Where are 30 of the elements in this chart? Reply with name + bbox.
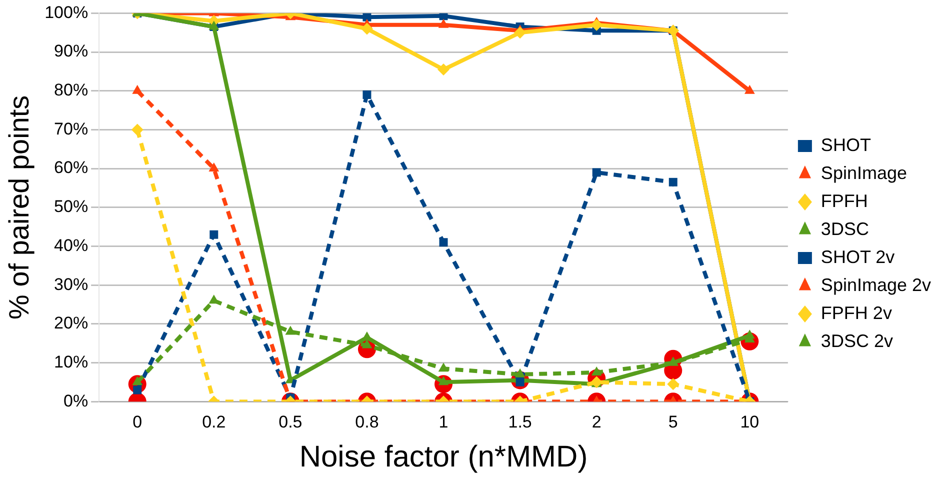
x-tick-label: 0.8: [355, 412, 379, 432]
x-axis-title: Noise factor (n*MMD): [299, 440, 588, 474]
x-tick-label: 1.5: [508, 412, 532, 432]
x-tick-label: 2: [592, 412, 602, 432]
legend-label: 3DSC: [820, 218, 869, 239]
y-tick-label: 40%: [54, 236, 88, 255]
legend-label: SHOT: [820, 134, 871, 155]
legend-label: 3DSC 2v: [820, 330, 893, 351]
x-tick-label: 0: [132, 412, 142, 432]
y-tick-label: 70%: [54, 119, 88, 138]
y-tick-label: 90%: [54, 42, 88, 61]
y-tick-label: 60%: [54, 158, 88, 178]
legend-label: SHOT 2v: [820, 246, 895, 267]
y-tick-label: 50%: [54, 197, 88, 216]
y-tick-label: 30%: [54, 274, 88, 294]
y-tick-label: 0%: [64, 391, 88, 410]
legend-label: SpinImage: [820, 162, 907, 183]
legend-label: SpinImage 2v: [820, 274, 932, 295]
y-tick-label: 80%: [54, 80, 88, 100]
x-tick-label: 1: [438, 412, 448, 432]
x-tick-label: 0.5: [278, 412, 302, 432]
y-tick-label: 20%: [54, 314, 88, 333]
x-tick-label: 10: [740, 412, 760, 432]
y-axis-title: % of paired points: [4, 95, 35, 320]
x-tick-label: 5: [668, 412, 678, 432]
x-tick-label: 0.2: [202, 412, 226, 432]
legend-label: FPFH: [820, 190, 868, 211]
y-tick-label: 10%: [54, 352, 88, 372]
legend-label: FPFH 2v: [820, 302, 892, 323]
y-tick-label: 100%: [44, 2, 88, 22]
